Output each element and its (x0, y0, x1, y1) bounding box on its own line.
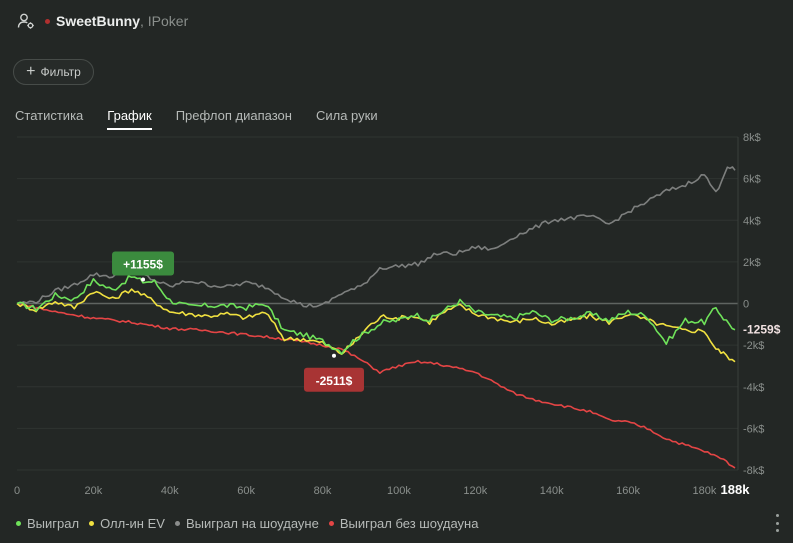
y-tick-label: 6k$ (743, 174, 761, 186)
x-tick-label: 80k (314, 485, 332, 497)
x-tick-label: 20k (85, 485, 103, 497)
filter-button-label: Фильтр (40, 65, 81, 79)
legend-label-non-showdown: Выиграл без шоудауна (339, 516, 479, 531)
x-tick-label: 160k (616, 485, 640, 497)
results-chart: 8k$ 6k$ 4k$ 2k$ 0 -2k$ -4k$ -6k$ -8k$ 0 20k 40k 60k 8… (14, 132, 781, 497)
filter-button[interactable]: + Фильтр (13, 59, 94, 85)
status-dot (45, 18, 50, 24)
y-tick-label: -4k$ (743, 382, 764, 394)
site-name: , IPoker (140, 13, 189, 29)
x-max-label: 188k (721, 482, 751, 497)
min-label: -2511$ (316, 374, 353, 388)
y-tick-label: -6k$ (743, 423, 764, 435)
legend-dot-non-showdown (328, 521, 334, 526)
legend-item-non-showdown[interactable]: Выиграл без шоудауна (328, 516, 479, 531)
max-label: +1155$ (123, 257, 163, 271)
series-line-2 (16, 166, 736, 308)
header: SweetBunny , IPoker (17, 11, 188, 31)
max-label-box (112, 251, 175, 276)
more-vertical-icon[interactable] (772, 514, 782, 532)
legend-item-allin-ev[interactable]: Олл-ин EV (89, 516, 165, 531)
x-tick-label: 40k (161, 485, 179, 497)
x-tick-label: 60k (237, 485, 255, 497)
x-tick-label: 140k (540, 485, 564, 497)
chart-legend: Выиграл Олл-ин EV Выиграл на шоудауне Вы… (16, 516, 488, 531)
y-tick-label: 2k$ (743, 257, 761, 269)
y-tick-label: 0 (743, 299, 749, 311)
legend-item-won[interactable]: Выиграл (16, 516, 79, 531)
tab-preflop-range[interactable]: Префлоп диапазон (175, 108, 292, 123)
legend-label-allin-ev: Олл-ин EV (100, 516, 165, 531)
legend-dot-won (16, 521, 21, 526)
user-settings-icon[interactable] (17, 12, 35, 30)
y-tick-label: -8k$ (743, 465, 764, 477)
y-tick-label: 4k$ (743, 215, 761, 227)
legend-dot-showdown (174, 521, 180, 526)
player-name: SweetBunny (56, 13, 141, 29)
x-tick-label: 180k (693, 485, 717, 497)
min-point (331, 353, 336, 358)
tab-bar: Статистика График Префлоп диапазон Сила … (15, 108, 402, 130)
y-tick-label: -2k$ (743, 340, 764, 352)
x-tick-label: 120k (463, 485, 487, 497)
tab-hand-strength[interactable]: Сила руки (315, 108, 378, 123)
legend-dot-allin-ev (89, 521, 95, 526)
x-tick-label: 100k (387, 485, 411, 497)
legend-label-showdown: Выиграл на шоудауне (185, 516, 319, 531)
x-tick-label: 0 (14, 485, 20, 497)
series-line-1 (16, 288, 736, 363)
legend-label-won: Выиграл (27, 516, 80, 531)
plus-icon: + (26, 63, 36, 80)
tab-statistics[interactable]: Статистика (15, 108, 84, 123)
final-value-label: -1259$ (743, 323, 781, 337)
series-line-3 (16, 302, 736, 469)
y-tick-label: 8k$ (743, 132, 761, 144)
tab-graph[interactable]: График (107, 108, 152, 130)
max-point (141, 277, 146, 282)
min-label-box (303, 367, 364, 392)
series-line-0 (16, 275, 736, 355)
legend-item-showdown[interactable]: Выиграл на шоудауне (174, 516, 319, 531)
